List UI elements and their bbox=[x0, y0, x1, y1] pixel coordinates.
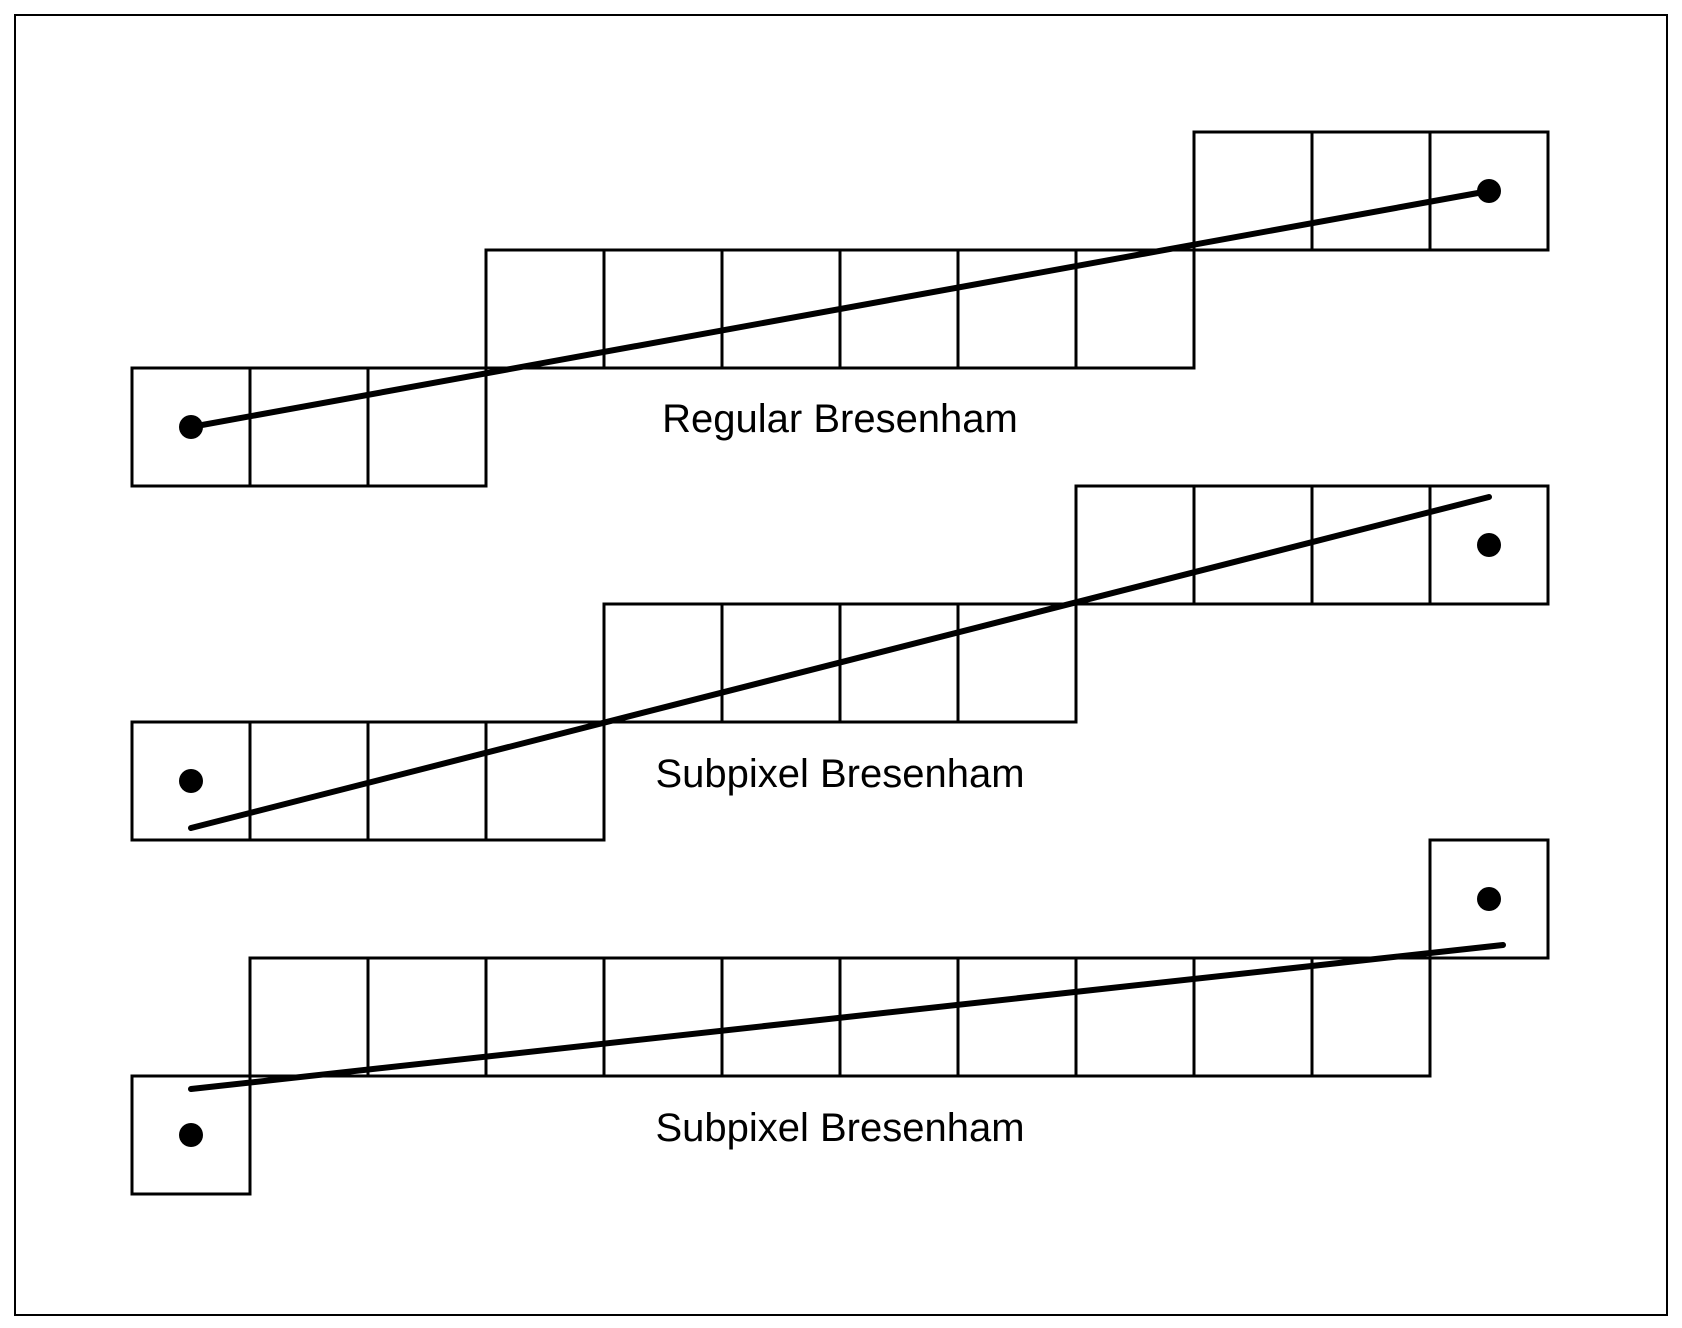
pixel-cell bbox=[838, 602, 960, 724]
panel-regular-bresenham: Regular Bresenham bbox=[130, 130, 1550, 488]
pixel-cell bbox=[956, 602, 1078, 724]
pixel-cell bbox=[1310, 484, 1432, 606]
ideal-line bbox=[188, 188, 1492, 430]
pixel-cell bbox=[1310, 956, 1432, 1078]
end-point-marker bbox=[1477, 887, 1501, 911]
pixel-cells bbox=[130, 838, 1550, 1196]
pixel-cell bbox=[602, 602, 724, 724]
pixel-cells bbox=[130, 130, 1550, 488]
pixel-cell bbox=[484, 720, 606, 842]
pixel-cell bbox=[484, 248, 606, 370]
pixel-cell bbox=[248, 366, 370, 488]
pixel-cell bbox=[366, 720, 488, 842]
pixel-cell bbox=[956, 956, 1078, 1078]
panel-subpixel-bresenham-2: Subpixel Bresenham bbox=[130, 838, 1550, 1196]
pixel-cell bbox=[366, 366, 488, 488]
panel-label: Subpixel Bresenham bbox=[655, 752, 1024, 796]
panel-label: Regular Bresenham bbox=[662, 397, 1018, 441]
start-point-marker bbox=[179, 769, 203, 793]
end-point-marker bbox=[1477, 179, 1501, 203]
ideal-line bbox=[188, 942, 1506, 1092]
pixel-cell bbox=[720, 602, 842, 724]
start-point-marker bbox=[179, 1123, 203, 1147]
start-point-marker bbox=[179, 415, 203, 439]
pixel-cell bbox=[1074, 248, 1196, 370]
pixel-cell bbox=[720, 248, 842, 370]
pixel-cell bbox=[484, 956, 606, 1078]
pixel-cell bbox=[1074, 956, 1196, 1078]
pixel-cell bbox=[248, 720, 370, 842]
pixel-cells bbox=[130, 484, 1550, 842]
pixel-cell bbox=[838, 248, 960, 370]
ideal-line bbox=[188, 494, 1492, 831]
pixel-cell bbox=[602, 956, 724, 1078]
panel-label: Subpixel Bresenham bbox=[655, 1106, 1024, 1150]
pixel-cell bbox=[248, 956, 370, 1078]
panel-subpixel-bresenham-1: Subpixel Bresenham bbox=[130, 484, 1550, 842]
pixel-cell bbox=[1310, 130, 1432, 252]
end-point-marker bbox=[1477, 533, 1501, 557]
